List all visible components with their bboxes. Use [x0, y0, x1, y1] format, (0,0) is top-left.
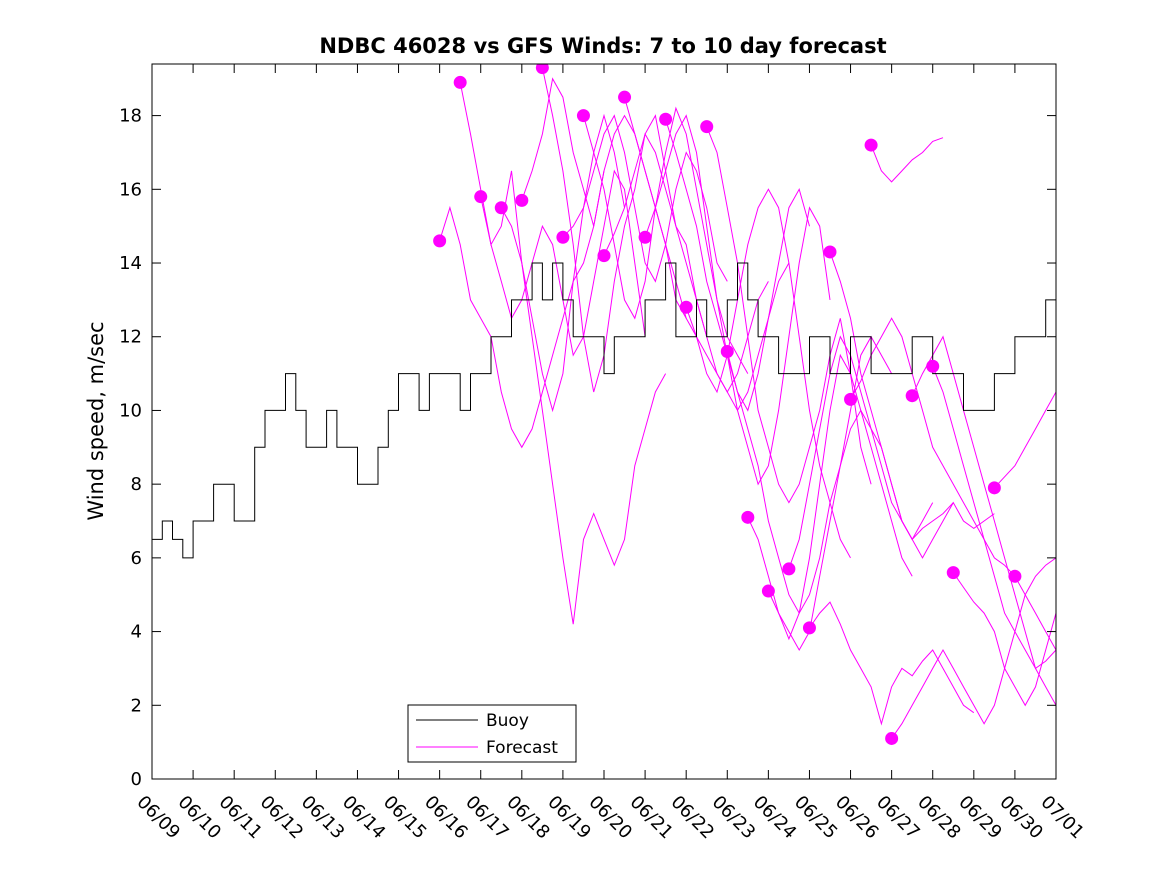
y-tick-label-0: 0	[131, 769, 142, 790]
forecast-start-point-10	[638, 230, 652, 244]
forecast-start-point-8	[597, 249, 611, 263]
x-tick-label-19: 06/28	[913, 792, 965, 844]
x-tick-label-17: 06/26	[831, 792, 883, 844]
y-axis-label: Wind speed, m/sec	[84, 321, 108, 520]
x-tick-label-1: 06/10	[174, 792, 226, 844]
forecast-run-line-11	[665, 119, 831, 486]
y-tick-label-6: 12	[119, 327, 142, 348]
x-tick-label-12: 06/21	[626, 792, 678, 844]
legend-box	[407, 704, 577, 763]
x-tick-label-16: 06/25	[790, 792, 842, 844]
forecast-start-point-22	[885, 731, 899, 745]
y-tick-label-1: 2	[131, 695, 142, 716]
forecast-start-point-24	[926, 359, 940, 373]
chart-title: NDBC 46028 vs GFS Winds: 7 to 10 day for…	[319, 34, 886, 58]
y-tick-label-4: 8	[131, 474, 142, 495]
x-tick-label-18: 06/27	[872, 792, 924, 844]
y-tick-label-2: 4	[131, 622, 142, 643]
forecast-start-point-17	[782, 562, 796, 576]
forecast-run-line-21	[870, 137, 944, 183]
forecast-run-line-20	[850, 317, 1016, 577]
y-tick-label-8: 16	[119, 179, 142, 200]
forecast-run-line-25	[952, 572, 1056, 707]
forecast-start-point-15	[741, 510, 755, 524]
forecast-run-line-19	[829, 251, 995, 559]
forecast-run-line-0	[439, 170, 605, 449]
forecast-start-point-2	[474, 190, 488, 204]
x-tick-label-13: 06/22	[667, 792, 719, 844]
legend: Buoy Forecast	[407, 704, 577, 763]
x-tick-label-6: 06/15	[379, 792, 431, 844]
legend-buoy-label: Buoy	[486, 711, 529, 731]
y-tick-label-7: 14	[119, 253, 142, 274]
forecast-run-line-15	[747, 353, 913, 641]
y-tick-label-9: 18	[119, 106, 142, 127]
y-tick-label-5: 10	[119, 400, 142, 421]
forecast-run-line-9	[624, 97, 790, 412]
forecast-run-line-24	[932, 366, 1056, 670]
forecast-run-line-16	[767, 409, 934, 652]
forecast-run-line-3	[500, 207, 667, 625]
forecast-run-line-22	[891, 557, 1056, 739]
buoy-series-line	[152, 262, 1056, 559]
x-tick-label-22: 07/01	[1036, 792, 1088, 844]
forecast-run-line-26	[994, 390, 1056, 489]
forecast-start-point-14	[720, 344, 734, 358]
forecast-start-point-0	[433, 234, 447, 248]
x-tick-label-15: 06/24	[749, 792, 801, 844]
x-tick-label-4: 06/13	[297, 792, 349, 844]
forecast-run-line-17	[788, 335, 954, 570]
x-tick-label-0: 06/09	[132, 792, 184, 844]
forecast-start-point-26	[987, 481, 1001, 495]
forecast-start-point-25	[946, 566, 960, 580]
forecast-run-line-6	[562, 114, 728, 283]
forecast-start-point-11	[659, 112, 673, 126]
forecast-run-line-23	[911, 335, 1056, 707]
x-tick-label-20: 06/29	[954, 792, 1006, 844]
forecast-run-line-14	[726, 335, 893, 615]
forecast-start-point-13	[700, 120, 714, 134]
forecast-start-point-16	[761, 584, 775, 598]
forecast-run-line-12	[685, 188, 851, 559]
forecast-start-point-23	[905, 389, 919, 403]
x-tick-label-5: 06/14	[338, 792, 390, 844]
forecast-start-point-7	[576, 109, 590, 123]
forecast-start-point-19	[823, 245, 837, 259]
forecast-run-line-13	[706, 126, 872, 504]
plot-area	[152, 64, 1056, 745]
forecast-run-line-8	[603, 132, 769, 394]
forecast-start-point-3	[494, 201, 508, 215]
forecast-run-line-27	[1014, 576, 1056, 652]
forecast-start-point-20	[844, 392, 858, 406]
forecast-start-point-9	[618, 90, 632, 104]
forecast-start-point-4	[515, 193, 529, 207]
forecast-run-line-7	[583, 106, 749, 374]
x-tick-label-8: 06/17	[461, 792, 513, 844]
forecast-start-point-6	[556, 230, 570, 244]
forecast-start-point-21	[864, 138, 878, 152]
forecast-run-line-5	[541, 67, 708, 393]
forecast-start-point-5	[535, 64, 549, 75]
forecast-start-point-12	[679, 300, 693, 314]
axis-ticks: 0 2 4 6 8 10 12 14 16 18 06/0906/1006/1106/1206/13…	[119, 64, 1088, 843]
x-tick-label-11: 06/20	[584, 792, 636, 844]
forecast-start-point-18	[802, 621, 816, 635]
y-tick-label-3: 6	[131, 548, 142, 569]
forecast-run-line-1	[459, 82, 625, 413]
legend-forecast-label: Forecast	[486, 738, 558, 758]
x-tick-label-2: 06/11	[215, 792, 267, 844]
forecast-start-point-1	[453, 75, 467, 89]
forecast-run-line-18	[809, 601, 975, 726]
x-tick-label-7: 06/16	[420, 792, 472, 844]
x-tick-label-3: 06/12	[256, 792, 308, 844]
forecast-start-point-27	[1008, 569, 1022, 583]
x-tick-label-9: 06/18	[502, 792, 554, 844]
x-tick-label-10: 06/19	[543, 792, 595, 844]
x-tick-label-21: 06/30	[995, 792, 1047, 844]
x-tick-label-14: 06/23	[708, 792, 760, 844]
